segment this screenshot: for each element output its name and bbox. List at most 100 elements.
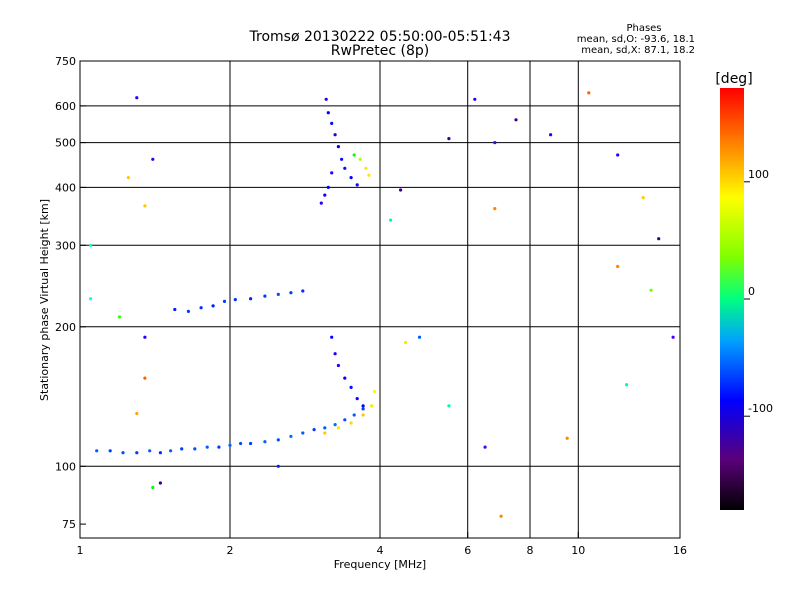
chart-subtitle: RwPretec (8p) — [331, 43, 429, 59]
data-point — [148, 449, 152, 453]
data-point — [361, 404, 365, 408]
data-point — [173, 307, 177, 312]
data-point — [403, 340, 408, 345]
phase-stats-x-mode: mean, sd,X: 87.1, 18.2 — [581, 45, 695, 56]
data-point — [641, 196, 645, 200]
data-point — [158, 481, 162, 485]
data-point — [565, 436, 569, 440]
data-point — [95, 449, 99, 453]
data-point — [263, 440, 267, 444]
data-point — [336, 363, 340, 368]
colorbar-ticks: 100 0 -100 — [744, 168, 773, 417]
data-point — [121, 451, 125, 455]
colorbar: [deg] 100 0 -100 — [715, 71, 773, 510]
data-point — [361, 407, 365, 411]
data-point — [671, 335, 675, 339]
phase-stats-o-mode: mean, sd,O: -93.6, 18.1 — [577, 34, 695, 45]
data-point — [135, 96, 139, 100]
colorbar-tick-label: -100 — [748, 402, 773, 415]
data-point — [587, 91, 591, 95]
y-tick-label: 75 — [62, 518, 76, 531]
data-point — [222, 299, 227, 303]
data-point — [330, 335, 334, 339]
data-point — [352, 413, 356, 417]
y-tick-label: 500 — [55, 137, 76, 150]
data-point — [616, 264, 620, 269]
data-point — [239, 441, 243, 446]
data-point — [323, 193, 327, 197]
data-point — [319, 201, 323, 205]
y-tick-label: 100 — [55, 460, 76, 473]
data-point — [249, 441, 253, 446]
data-point — [372, 389, 377, 394]
data-point — [333, 133, 337, 137]
data-point — [389, 218, 393, 222]
data-point — [151, 485, 155, 490]
data-point — [289, 291, 293, 295]
data-point — [625, 383, 629, 387]
x-tick-label: 1 — [77, 544, 84, 557]
y-tick-label: 300 — [55, 239, 76, 252]
data-point — [349, 176, 353, 180]
data-point — [126, 176, 130, 180]
data-point — [330, 171, 334, 175]
data-point — [233, 298, 237, 302]
colorbar-label: [deg] — [715, 71, 752, 87]
phase-stats: Phases mean, sd,O: -93.6, 18.1 mean, sd,… — [577, 23, 695, 56]
data-point — [336, 145, 340, 149]
data-point — [326, 111, 330, 115]
data-point — [108, 449, 112, 453]
data-point — [323, 431, 327, 435]
x-tick-label: 10 — [571, 544, 585, 557]
data-point — [323, 426, 327, 430]
data-point — [355, 397, 359, 401]
data-point — [276, 292, 280, 296]
data-point — [333, 352, 337, 356]
data-point — [336, 426, 340, 430]
colorbar-tick-label: 100 — [748, 168, 769, 181]
data-point — [89, 243, 93, 247]
data-point — [333, 423, 337, 427]
x-axis-ticks: 1 2 4 6 8 10 16 — [77, 532, 687, 557]
data-point — [199, 306, 203, 310]
chart-title: Tromsø 20130222 05:50:00-05:51:43 — [249, 29, 511, 45]
data-point — [657, 237, 661, 241]
data-point — [343, 376, 347, 380]
data-point — [217, 445, 221, 449]
data-points — [89, 91, 675, 518]
data-point — [301, 431, 305, 435]
x-tick-label: 8 — [527, 544, 534, 557]
data-point — [228, 443, 232, 447]
x-tick-label: 2 — [227, 544, 234, 557]
data-point — [493, 207, 497, 211]
data-point — [358, 157, 362, 161]
data-point — [549, 133, 553, 137]
x-tick-label: 4 — [377, 544, 384, 557]
data-point — [367, 173, 371, 177]
data-point — [143, 335, 147, 339]
data-point — [211, 304, 215, 308]
colorbar-tick-label: 0 — [748, 285, 755, 298]
data-point — [352, 153, 356, 157]
data-point — [343, 418, 347, 422]
data-point — [276, 464, 280, 468]
data-point — [180, 447, 184, 451]
data-point — [514, 118, 518, 122]
phase-stats-heading: Phases — [626, 23, 661, 34]
data-point — [301, 289, 305, 293]
x-tick-label: 6 — [464, 544, 471, 557]
data-point — [263, 294, 267, 298]
x-axis-label: Frequency [MHz] — [334, 558, 426, 571]
y-tick-label: 600 — [55, 100, 76, 113]
data-point — [89, 297, 93, 301]
data-point — [361, 413, 365, 417]
grid-lines — [80, 61, 680, 538]
data-point — [326, 185, 330, 189]
y-axis-label: Stationary phase Virtual Height [km] — [38, 199, 51, 401]
data-point — [193, 447, 197, 451]
data-point — [135, 411, 139, 416]
x-tick-label: 16 — [673, 544, 687, 557]
data-point — [143, 376, 147, 380]
data-point — [447, 137, 451, 141]
data-point — [117, 315, 122, 319]
